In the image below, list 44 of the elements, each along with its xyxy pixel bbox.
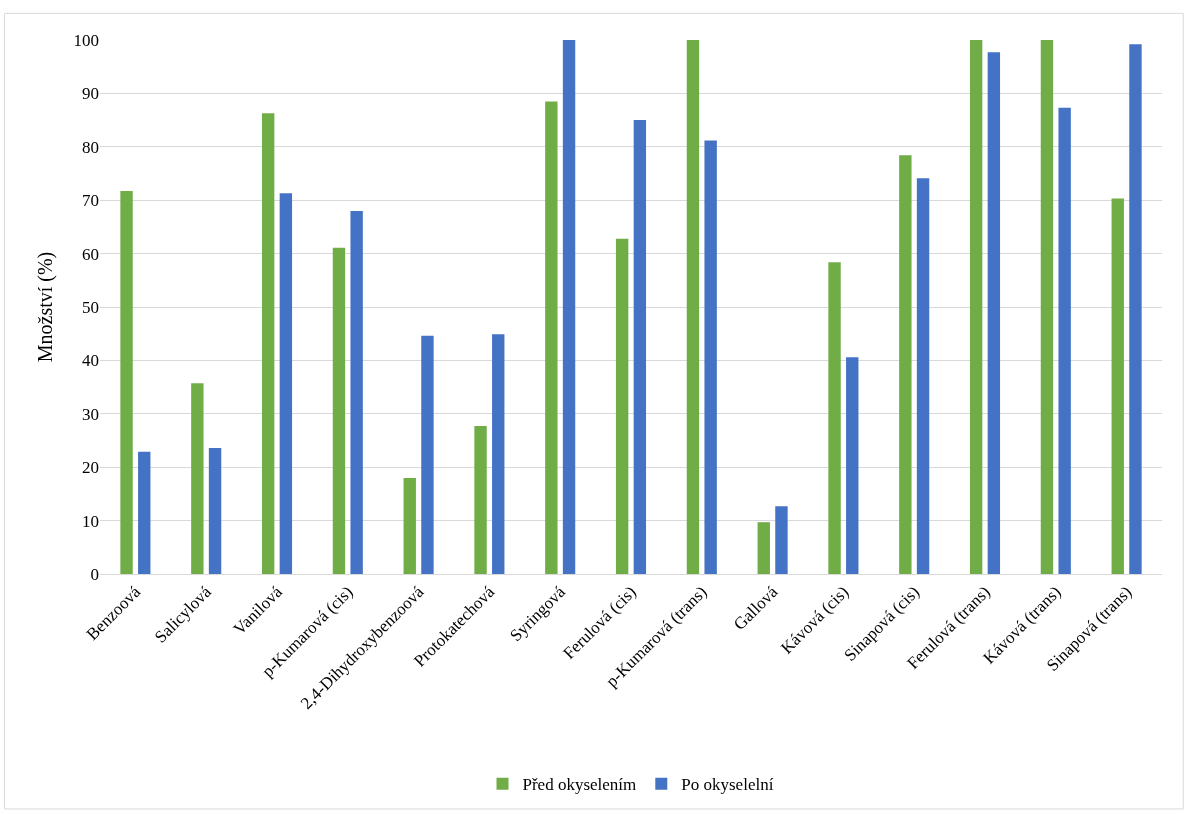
bar: [916, 178, 930, 574]
bar: [138, 451, 151, 574]
bar: [1058, 107, 1071, 574]
bar: [545, 101, 558, 574]
bar: [704, 140, 717, 574]
y-tick-label: 60: [82, 244, 99, 264]
bar: [686, 40, 700, 574]
bar: [562, 40, 576, 574]
y-tick-label: 80: [82, 137, 99, 157]
bar: [120, 191, 133, 574]
y-tick-label: 0: [90, 564, 99, 584]
legend-label: Před okyselením: [522, 775, 637, 795]
y-tick-label: 40: [82, 351, 99, 371]
bar: [775, 506, 788, 574]
y-axis-title: Množství (%): [34, 251, 57, 363]
bar: [1129, 44, 1142, 574]
bar: [846, 357, 859, 574]
bar: [332, 247, 346, 574]
y-tick-label: 90: [82, 84, 99, 104]
bar: [279, 193, 293, 574]
bar: [421, 335, 434, 574]
y-tick-label: 30: [82, 404, 99, 424]
bar: [828, 262, 841, 574]
y-tick-label: 100: [73, 30, 99, 50]
bar: [208, 447, 222, 574]
bar: [492, 334, 505, 574]
y-tick-label: 20: [82, 458, 99, 478]
y-tick-label: 70: [82, 191, 99, 211]
bar: [899, 155, 912, 574]
legend-label: Po okyselelní: [681, 775, 774, 795]
bar: [987, 52, 1001, 574]
bar: [474, 426, 487, 574]
bar: [261, 113, 275, 574]
bar: [350, 210, 363, 574]
bar: [969, 40, 983, 574]
bar: [633, 120, 647, 574]
y-tick-label: 50: [82, 297, 99, 317]
bar: [403, 477, 416, 574]
y-tick-label: 10: [82, 511, 99, 531]
bar: [1111, 198, 1124, 574]
bar: [757, 522, 770, 574]
bar: [1040, 40, 1054, 574]
bar: [191, 383, 204, 574]
bar: [615, 238, 629, 574]
